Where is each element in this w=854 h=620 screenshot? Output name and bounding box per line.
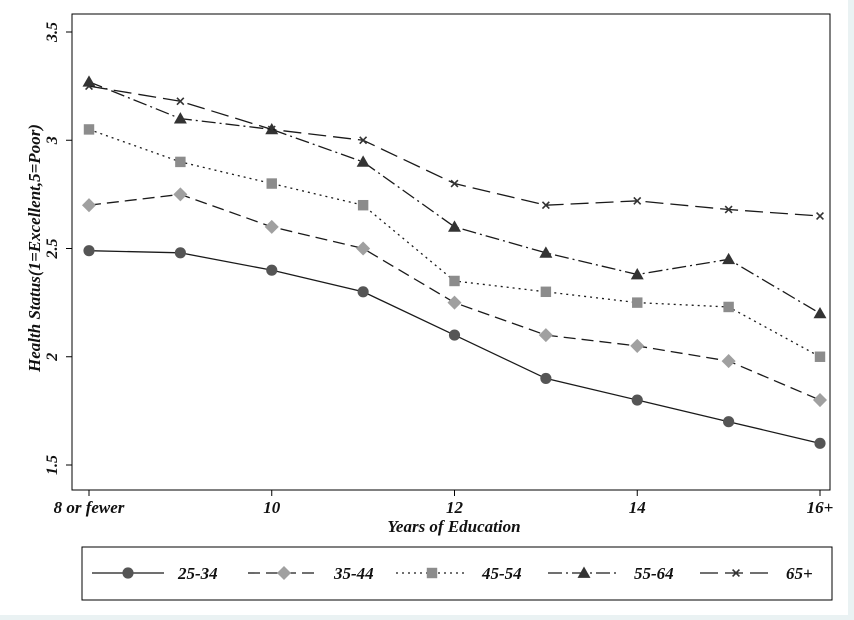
data-point [359,136,368,145]
data-point [814,351,826,362]
data-point [450,179,459,188]
legend-label: 25-34 [177,564,218,583]
data-point [266,178,277,189]
legend-label: 35-44 [333,564,374,583]
legend-marker [732,569,740,577]
legend-entry: 55-64 [548,564,674,583]
x-axis-label: Years of Education [387,517,520,536]
y-tick-label: 2.5 [44,239,61,260]
data-point [631,394,643,406]
data-point [722,252,736,265]
data-point [267,125,276,134]
data-point [264,219,279,234]
data-point [721,354,736,369]
series-65+ [85,82,824,221]
y-tick-label: 1.5 [44,455,61,475]
data-point [356,155,370,167]
y-tick-label: 3 [44,136,61,145]
x-tick-label: 8 or fewer [54,498,125,517]
data-point [448,329,461,341]
legend-label: 45-54 [481,564,522,583]
series-layer [81,75,828,449]
legend-marker [276,565,292,581]
data-point [633,196,642,205]
legend-entry: 25-34 [92,564,218,583]
data-point [630,338,645,353]
legend-entry: 45-54 [396,564,522,583]
x-tick-label: 14 [629,498,646,517]
x-tick-label: 12 [446,498,464,517]
legend-label: 65+ [786,564,813,583]
data-point [357,199,369,211]
y-tick-label: 3.5 [44,22,61,43]
data-point [723,301,734,313]
axes: 1.5 2 2.5 3 3.5 8 or fewer 10 12 14 16+ [44,22,833,517]
data-point [812,393,828,408]
legend-entry: 35-44 [248,564,374,583]
data-point [630,268,644,280]
legend-entry: 65+ [700,564,813,583]
data-point [357,286,369,298]
legend: 25-34 35-44 45-54 55-64 65+ [92,564,813,583]
data-point [176,97,185,106]
series-line [88,81,821,315]
x-tick-label: 10 [263,498,281,517]
data-point [448,220,461,232]
legend-label: 55-64 [634,564,674,583]
data-point [540,286,552,298]
data-point [723,416,735,428]
series-25-34 [83,245,826,449]
data-point [541,201,550,210]
legend-marker [122,567,134,579]
data-point [266,264,278,276]
data-point [813,306,827,319]
data-point [174,247,186,259]
legend-marker [577,566,591,578]
data-point [356,241,371,256]
data-point [632,297,643,308]
x-tick-label: 16+ [807,498,834,517]
data-point [540,372,552,384]
data-point [175,156,186,168]
data-point [81,198,97,213]
plot-area [71,13,831,491]
data-point [724,205,733,214]
data-point [447,295,462,310]
data-point [538,328,553,343]
data-point [539,246,553,258]
y-tick-label: 2 [44,353,61,362]
data-point [85,82,93,91]
data-point [814,437,826,449]
series-45-54 [83,124,826,362]
data-point [449,275,460,287]
data-point [173,187,188,202]
series-35-44 [81,187,828,408]
data-point [816,212,824,221]
data-point [173,112,187,124]
data-point [83,245,95,257]
y-axis-label: Health Status(1=Excellent,5=Poor) [25,124,44,373]
data-point [83,124,95,135]
legend-marker [426,567,438,579]
